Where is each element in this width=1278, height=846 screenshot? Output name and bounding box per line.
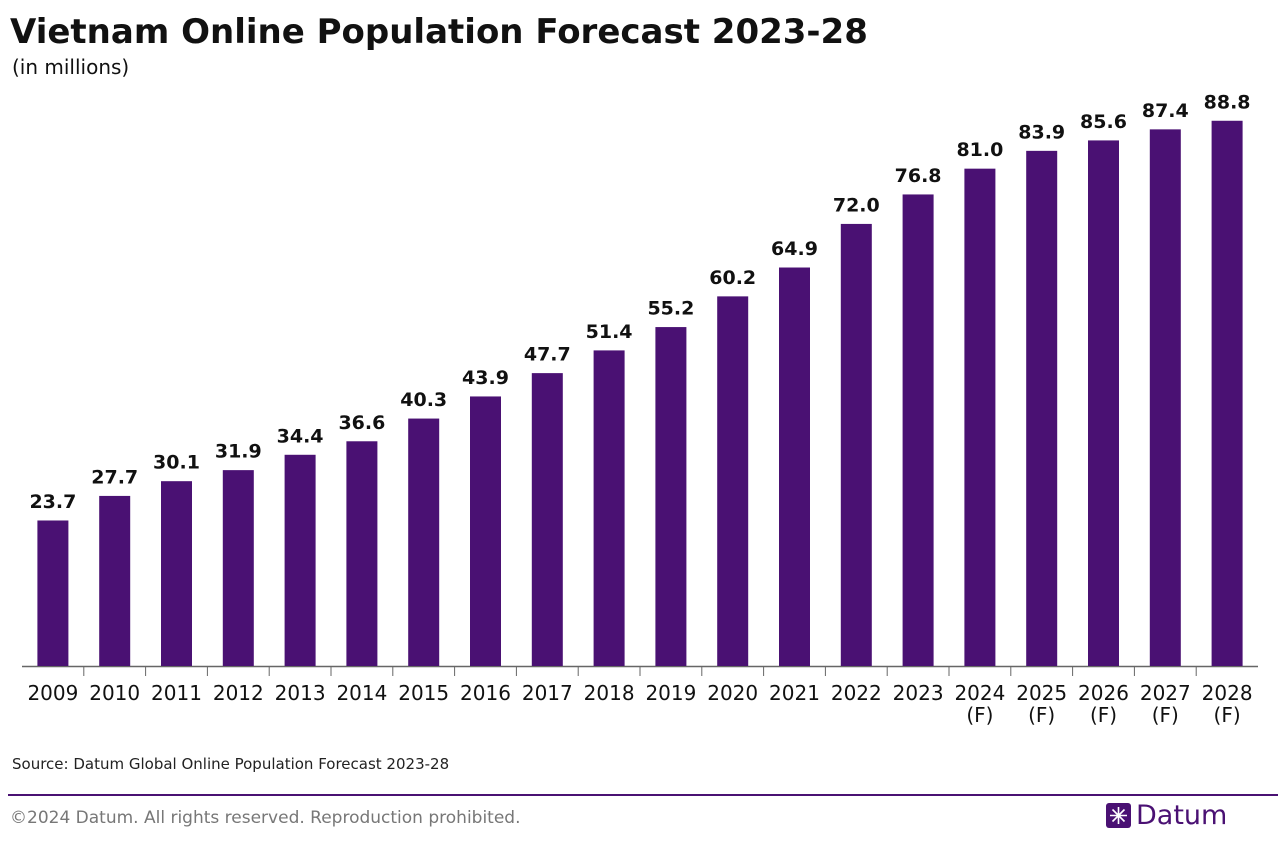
bar bbox=[717, 296, 749, 666]
value-label: 83.9 bbox=[1018, 121, 1065, 143]
bar bbox=[408, 418, 440, 666]
x-tick-label: 2015 bbox=[398, 681, 450, 705]
copyright: ©2024 Datum. All rights reserved. Reprod… bbox=[10, 808, 521, 828]
x-tick-label: 2018 bbox=[583, 681, 635, 705]
value-label: 60.2 bbox=[709, 267, 756, 289]
bar bbox=[1211, 120, 1243, 666]
x-tick-label: 2012 bbox=[212, 681, 264, 705]
bar bbox=[470, 396, 501, 666]
value-label: 85.6 bbox=[1080, 111, 1127, 133]
bar bbox=[593, 350, 625, 666]
brand: Datum bbox=[1136, 800, 1228, 831]
logo-mark bbox=[1110, 807, 1127, 824]
x-tick-label: 2025 (F) bbox=[1016, 681, 1068, 727]
x-tick-label: 2023 bbox=[892, 681, 944, 705]
value-label: 23.7 bbox=[29, 491, 76, 513]
bar bbox=[1149, 129, 1181, 666]
value-label: 55.2 bbox=[647, 298, 694, 320]
value-label: 81.0 bbox=[956, 139, 1003, 161]
x-tick-label: 2009 bbox=[27, 681, 79, 705]
x-tick-label: 2022 bbox=[830, 681, 882, 705]
value-label: 34.4 bbox=[277, 425, 324, 447]
x-tick-label: 2020 bbox=[707, 681, 759, 705]
bar bbox=[99, 495, 131, 666]
x-tick-label: 2014 bbox=[336, 681, 388, 705]
bar bbox=[161, 481, 192, 666]
x-tick-label: 2024 (F) bbox=[954, 681, 1006, 727]
bar bbox=[1026, 150, 1058, 666]
x-tick-label: 2019 bbox=[645, 681, 697, 705]
bar bbox=[840, 223, 872, 667]
bar bbox=[37, 520, 69, 666]
value-label: 51.4 bbox=[586, 321, 633, 343]
x-tick-label: 2017 bbox=[521, 681, 573, 705]
x-tick-label: 2026 (F) bbox=[1078, 681, 1129, 727]
value-label: 64.9 bbox=[771, 238, 818, 260]
value-label: 76.8 bbox=[895, 165, 942, 187]
bar bbox=[222, 470, 254, 666]
value-label: 88.8 bbox=[1204, 91, 1251, 113]
value-label: 72.0 bbox=[833, 194, 880, 216]
bar bbox=[902, 194, 934, 666]
x-tick-label: 2011 bbox=[151, 681, 202, 705]
value-label: 36.6 bbox=[338, 412, 385, 434]
x-tick-label: 2028 (F) bbox=[1201, 681, 1253, 727]
value-label: 27.7 bbox=[91, 466, 138, 488]
chart-title: Vietnam Online Population Forecast 2023-… bbox=[10, 12, 868, 52]
value-label: 31.9 bbox=[215, 441, 262, 463]
x-tick-label: 2010 bbox=[89, 681, 141, 705]
value-label: 43.9 bbox=[462, 367, 509, 389]
x-tick-label: 2016 bbox=[460, 681, 511, 705]
bar bbox=[346, 441, 378, 666]
x-tick-label: 2027 (F) bbox=[1139, 681, 1191, 727]
bar bbox=[655, 327, 687, 666]
chart-subtitle: (in millions) bbox=[12, 55, 130, 79]
bar bbox=[531, 373, 563, 666]
bar bbox=[964, 168, 996, 666]
x-tick-label: 2021 bbox=[769, 681, 820, 705]
source: Source: Datum Global Online Population F… bbox=[12, 755, 450, 773]
value-label: 30.1 bbox=[153, 452, 200, 474]
bar bbox=[1088, 140, 1119, 666]
value-label: 40.3 bbox=[400, 389, 447, 411]
bar bbox=[779, 267, 810, 666]
x-tick-label: 2013 bbox=[274, 681, 326, 705]
value-label: 47.7 bbox=[524, 344, 571, 366]
value-label: 87.4 bbox=[1142, 100, 1189, 122]
bar bbox=[284, 454, 316, 666]
